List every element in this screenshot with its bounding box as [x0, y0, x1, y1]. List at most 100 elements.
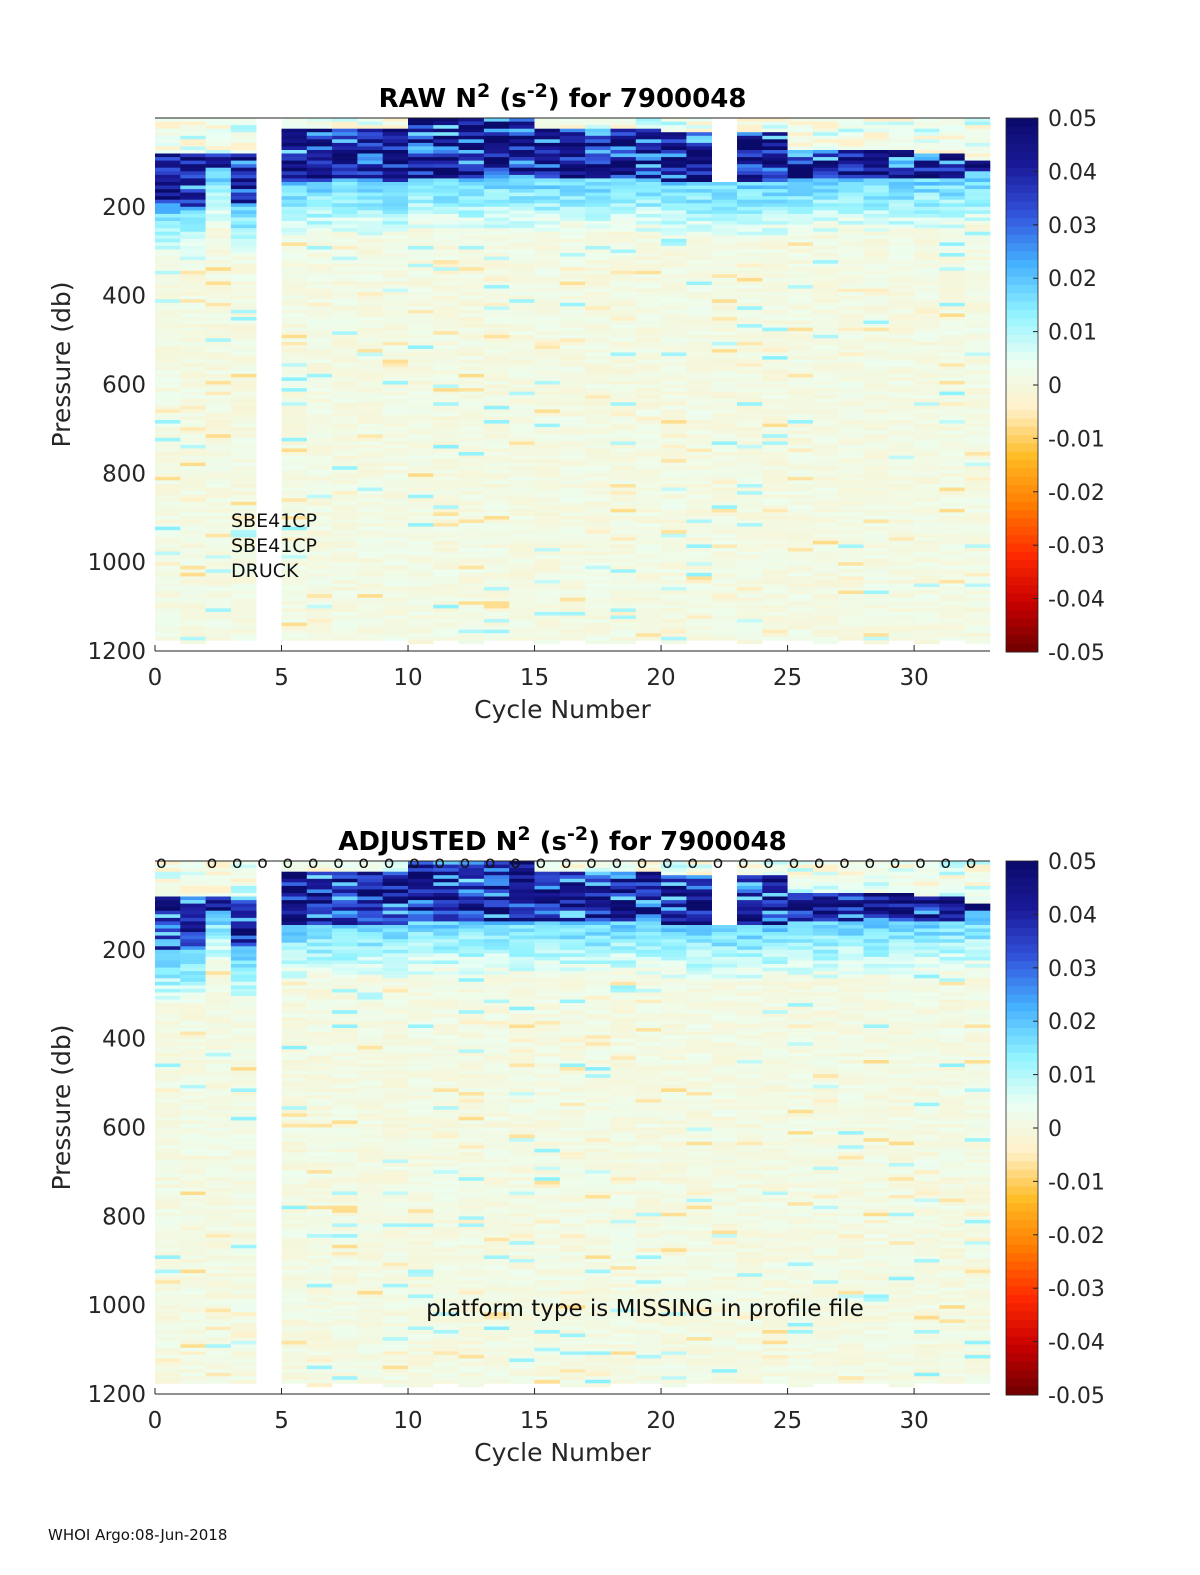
y-tick-label: 600 [102, 373, 146, 399]
heatmap-cell [939, 619, 965, 623]
heatmap-cell [888, 171, 915, 176]
heatmap-cell [155, 277, 181, 282]
heatmap-cell [585, 359, 611, 364]
heatmap-cell [661, 352, 687, 357]
heatmap-cell [964, 345, 991, 350]
heatmap-cell [661, 505, 687, 510]
heatmap-cell [838, 455, 864, 460]
heatmap-cell [408, 253, 434, 257]
heatmap-cell [382, 569, 409, 574]
heatmap-cell [635, 558, 662, 563]
heatmap-cell [306, 579, 333, 584]
heatmap-cell [408, 594, 434, 598]
heatmap-cell [787, 412, 814, 417]
heatmap-cell [281, 476, 308, 481]
heatmap-cell [585, 590, 611, 595]
heatmap-cell [964, 548, 991, 552]
heatmap-cell [433, 217, 459, 222]
heatmap-cell [155, 150, 181, 154]
heatmap-cell [155, 409, 181, 414]
heatmap-cell [306, 352, 333, 357]
heatmap-cell [635, 476, 662, 481]
heatmap-cell [306, 448, 333, 453]
heatmap-cell [433, 480, 459, 485]
heatmap-cell [230, 587, 257, 591]
heatmap-cell [964, 341, 991, 346]
heatmap-cell [964, 281, 991, 286]
heatmap-cell [180, 270, 206, 275]
heatmap-cell [559, 150, 586, 154]
heatmap-cell [332, 299, 358, 304]
heatmap-cell [964, 288, 991, 293]
heatmap-cell [332, 533, 358, 538]
heatmap-cell [888, 253, 915, 257]
heatmap-cell [155, 1280, 181, 1285]
heatmap-cell [964, 587, 991, 591]
heatmap-cell [458, 128, 485, 133]
heatmap-cell [863, 572, 890, 577]
heatmap-cell [180, 871, 206, 876]
heatmap-cell [661, 444, 687, 449]
heatmap-cell [888, 441, 915, 446]
heatmap-cell [787, 548, 814, 552]
heatmap-cell [863, 150, 890, 154]
heatmap-cell [230, 260, 257, 264]
heatmap-cell [964, 640, 991, 645]
heatmap-cell [230, 452, 257, 456]
heatmap-cell [357, 213, 383, 218]
heatmap-cell [458, 125, 485, 129]
heatmap-cell [180, 946, 206, 951]
heatmap-cell [686, 441, 712, 446]
heatmap-cell [939, 277, 965, 282]
heatmap-cell [332, 473, 358, 478]
heatmap-cell [787, 171, 814, 176]
heatmap-cell [408, 505, 434, 510]
heatmap-cell [635, 263, 662, 268]
heatmap-cell [939, 441, 965, 446]
heatmap-cell [306, 562, 333, 567]
heatmap-cell [155, 210, 181, 215]
heatmap-cell [812, 317, 839, 321]
heatmap-cell [180, 889, 206, 894]
heatmap-cell [205, 288, 232, 293]
heatmap-cell [964, 448, 991, 453]
heatmap-cell [458, 508, 485, 513]
heatmap-cell [737, 206, 763, 211]
heatmap-cell [939, 221, 965, 225]
heatmap-cell [711, 281, 738, 286]
heatmap-cell [661, 338, 687, 343]
colorbar-tick-label: 0.03 [1048, 214, 1097, 239]
heatmap-cell [762, 629, 788, 634]
heatmap-cell [964, 601, 991, 606]
heatmap-cell [509, 331, 535, 336]
heatmap-cell [433, 601, 459, 606]
heatmap-cell [888, 139, 915, 144]
colorbar-step [1006, 510, 1038, 519]
heatmap-cell [838, 292, 864, 296]
heatmap-cell [180, 277, 206, 282]
heatmap-cell [737, 377, 763, 382]
heatmap-cell [180, 466, 206, 471]
heatmap-cell [509, 338, 535, 343]
heatmap-cell [205, 455, 232, 460]
heatmap-cell [155, 185, 181, 190]
heatmap-cell [357, 537, 383, 542]
heatmap-cell [737, 182, 763, 186]
heatmap-cell [382, 146, 409, 151]
heatmap-cell [281, 345, 308, 350]
heatmap-cell [686, 295, 712, 300]
heatmap-cell [509, 391, 535, 396]
heatmap-cell [787, 526, 814, 531]
heatmap-cell [483, 476, 510, 481]
heatmap-cell [686, 171, 712, 176]
heatmap-cell [205, 213, 232, 218]
heatmap-cell [180, 597, 206, 602]
heatmap-cell [964, 412, 991, 417]
heatmap-cell [838, 395, 864, 400]
heatmap-cell [737, 238, 763, 243]
heatmap-cell [838, 153, 864, 158]
heatmap-cell [357, 249, 383, 254]
heatmap-cell [458, 523, 485, 527]
heatmap-cell [509, 420, 535, 424]
heatmap-cell [382, 491, 409, 495]
